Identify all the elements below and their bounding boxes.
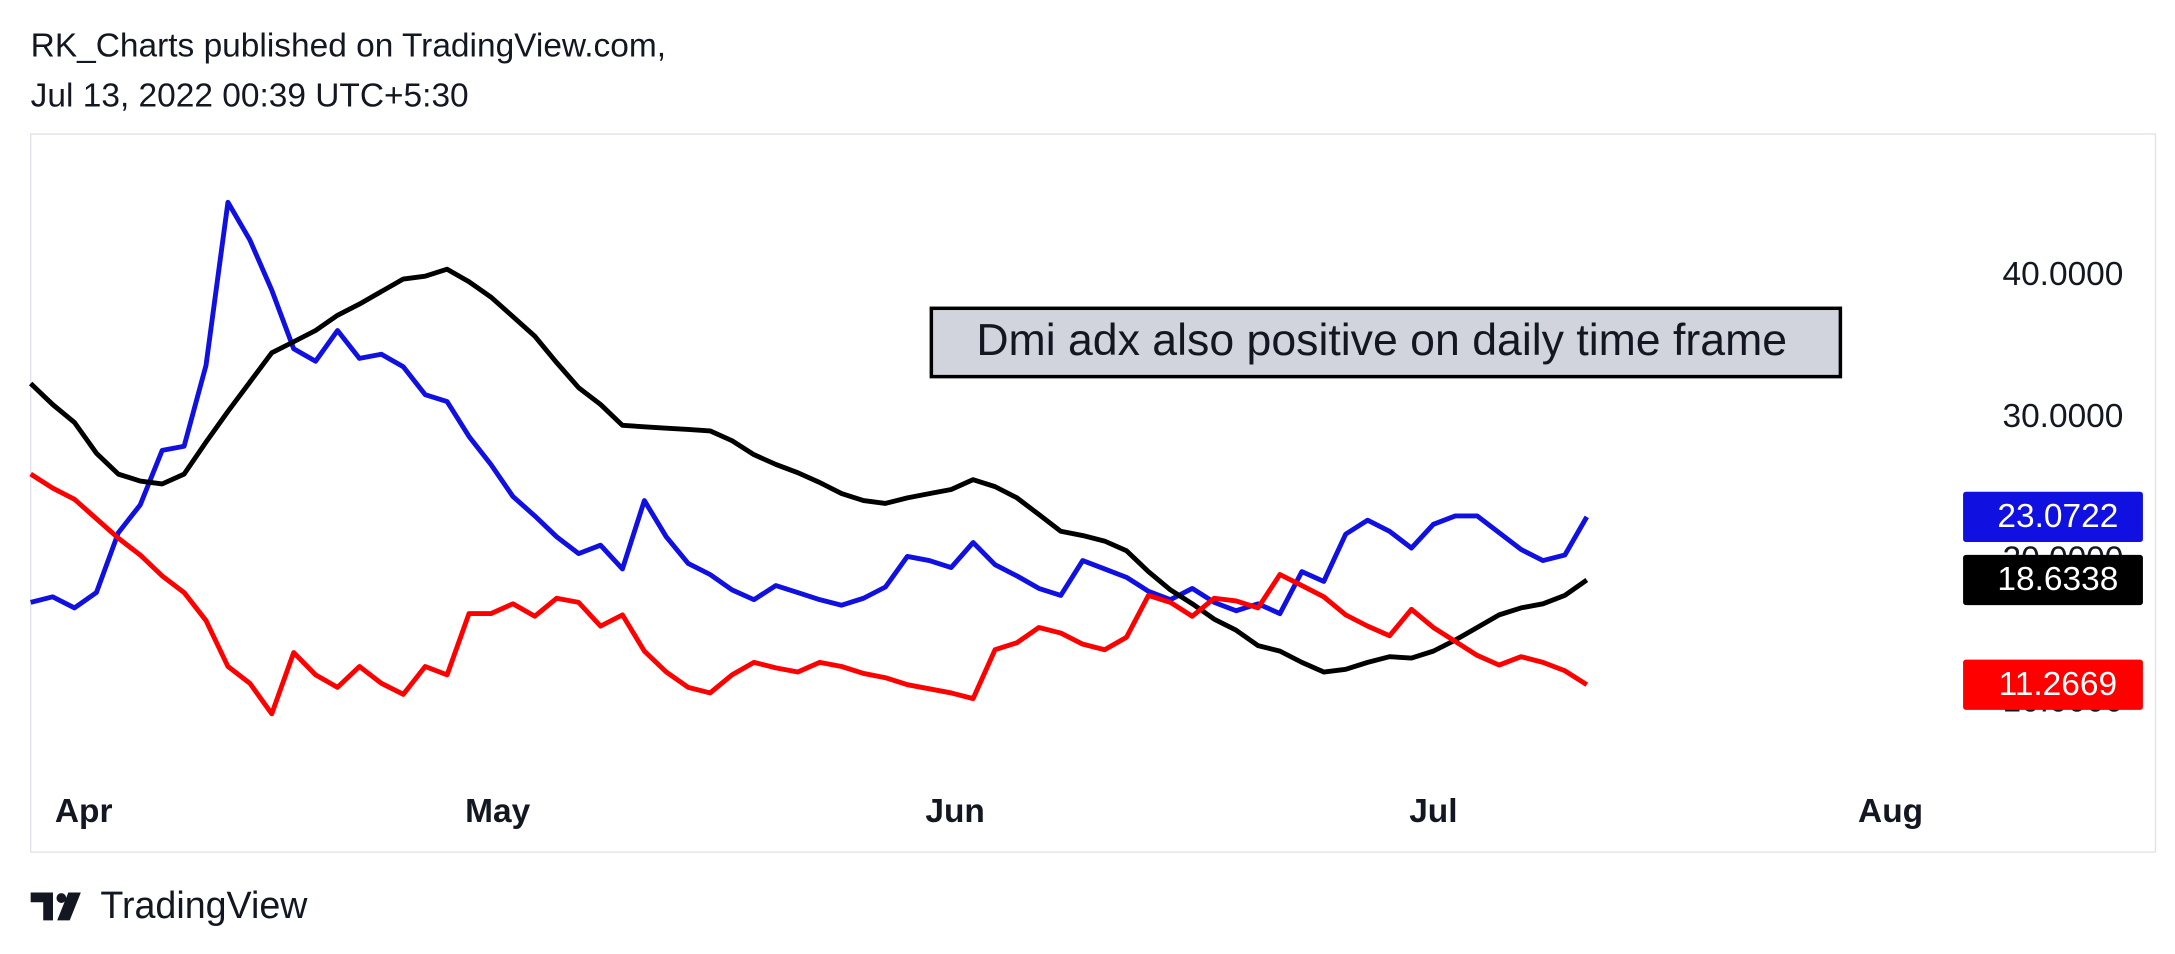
value-badge-label: 23.0722	[1997, 498, 2118, 535]
series-line	[29, 472, 1589, 717]
x-tick-label: May	[465, 793, 530, 830]
x-tick-label: Apr	[55, 793, 113, 830]
series-line	[30, 199, 1589, 617]
series-line	[28, 266, 1589, 675]
value-badges: 23.0722 18.6338 11.2669	[1963, 491, 2143, 710]
y-tick-label: 30.0000	[2002, 398, 2123, 435]
logo-mark	[30, 892, 81, 921]
value-badge-label: 18.6338	[1997, 561, 2118, 598]
lines	[28, 199, 1589, 717]
x-tick-label: Aug	[1858, 793, 1923, 830]
value-badge	[1963, 554, 2143, 606]
value-badge-label: 11.2669	[1999, 666, 2117, 703]
publisher: RK_Charts published on TradingView.com,	[31, 27, 666, 64]
logo-dot	[56, 893, 67, 903]
annotation: Dmi adx also positive on daily time fram…	[976, 316, 1787, 365]
brand: TradingView	[100, 884, 308, 926]
value-badge	[1963, 491, 2143, 542]
timestamp: Jul 13, 2022 00:39 UTC+5:30	[31, 78, 469, 115]
y-tick-label: 40.0000	[2002, 256, 2123, 293]
annotation-box	[929, 306, 1843, 379]
plot-frame	[29, 133, 2157, 853]
logo	[30, 892, 81, 921]
x-tick-label: Jun	[925, 793, 984, 830]
value-badge	[1963, 659, 2143, 710]
x-tick-label: Jul	[1409, 793, 1457, 830]
